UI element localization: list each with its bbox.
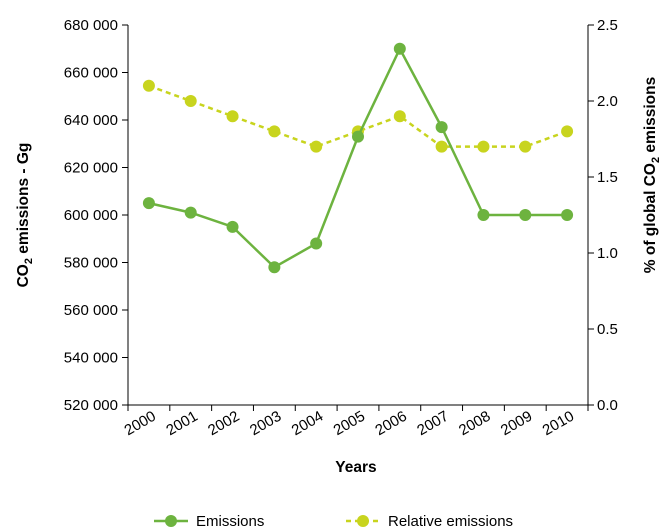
data-point-emissions	[184, 206, 197, 219]
x-tick-label: 2002	[205, 408, 242, 439]
y-axis-title: CO2 emissions - Gg	[15, 143, 35, 288]
y-tick-label: 620 000	[64, 160, 118, 177]
data-point-relative-emissions	[393, 110, 406, 123]
series-emissions	[142, 42, 574, 274]
y-tick-label: 640 000	[64, 112, 118, 129]
series-line-relative-emissions	[148, 84, 568, 148]
legend-item-emissions: Emissions	[154, 513, 264, 530]
y-tick-label: 540 000	[64, 350, 118, 367]
y2-axis-title-sub: 2	[650, 157, 662, 163]
y2-tick-label: 2.0	[597, 93, 618, 110]
right-y-ticks: 0.0 0.5 1.0 1.5 2.0 2.5	[588, 17, 618, 414]
y2-axis-title-rest: emissions	[642, 77, 659, 157]
data-point-emissions	[226, 220, 239, 233]
x-tick-label: 2001	[163, 408, 200, 439]
y-tick-label: 580 000	[64, 255, 118, 272]
data-point-relative-emissions	[310, 140, 323, 153]
x-ticks: 2000 2001 2002 2003 2004 2005 2006 2007 2008 2009…	[122, 405, 589, 439]
left-y-ticks: 520 000 540 000 560 000 580 000 600 000 620 0…	[64, 17, 128, 414]
legend-swatch-marker-emissions	[165, 515, 177, 527]
y2-tick-label: 0.5	[597, 321, 618, 338]
data-point-emissions	[435, 121, 448, 134]
x-tick-label: 2010	[540, 408, 577, 439]
legend-label-relative-emissions: Relative emissions	[388, 513, 513, 530]
data-point-emissions	[561, 209, 574, 221]
y2-axis-title: % of global CO2 emissions	[642, 77, 662, 273]
data-point-relative-emissions	[561, 125, 574, 138]
data-point-relative-emissions	[435, 140, 448, 153]
y2-tick-label: 0.0	[597, 397, 618, 414]
data-point-emissions	[310, 237, 323, 250]
x-tick-label: 2007	[414, 408, 451, 439]
y-axis-title-main: CO	[15, 264, 32, 287]
data-point-emissions	[352, 130, 364, 143]
x-tick-label: 2000	[122, 408, 159, 439]
y-tick-label: 600 000	[64, 207, 118, 224]
y2-tick-label: 1.5	[597, 169, 618, 186]
y2-tick-label: 2.5	[597, 17, 618, 34]
y2-tick-label: 1.0	[597, 245, 618, 262]
y-tick-label: 520 000	[64, 397, 118, 414]
x-axis-title: Years	[335, 459, 376, 476]
data-point-relative-emissions	[268, 125, 281, 138]
data-point-emissions	[268, 261, 281, 274]
y-tick-label: 680 000	[64, 17, 118, 34]
legend-item-relative-emissions: Relative emissions	[346, 513, 513, 530]
legend: Emissions Relative emissions	[154, 513, 513, 530]
x-tick-label: 2004	[289, 408, 326, 439]
data-point-emissions	[393, 42, 406, 55]
y-tick-label: 560 000	[64, 302, 118, 319]
data-point-emissions	[477, 209, 490, 221]
data-point-relative-emissions	[477, 140, 490, 153]
legend-swatch-marker-relative	[357, 515, 369, 527]
x-tick-label: 2005	[331, 408, 368, 439]
data-point-relative-emissions	[226, 110, 239, 123]
data-point-emissions	[519, 209, 532, 221]
x-tick-label: 2009	[498, 408, 535, 439]
y2-axis-title-main: % of global CO	[642, 163, 659, 273]
x-tick-label: 2008	[456, 408, 493, 439]
x-tick-label: 2003	[247, 408, 284, 439]
y-axis-title-sub: 2	[23, 258, 35, 264]
legend-label-emissions: Emissions	[196, 513, 264, 530]
data-point-relative-emissions	[519, 140, 532, 153]
series-layer	[142, 42, 574, 274]
data-point-relative-emissions	[142, 79, 155, 92]
data-point-relative-emissions	[184, 95, 197, 107]
data-point-emissions	[142, 197, 155, 210]
x-tick-label: 2006	[372, 408, 409, 439]
y-axis-title-rest: emissions - Gg	[15, 143, 32, 258]
y-tick-label: 660 000	[64, 65, 118, 82]
series-line-emissions	[148, 45, 568, 269]
